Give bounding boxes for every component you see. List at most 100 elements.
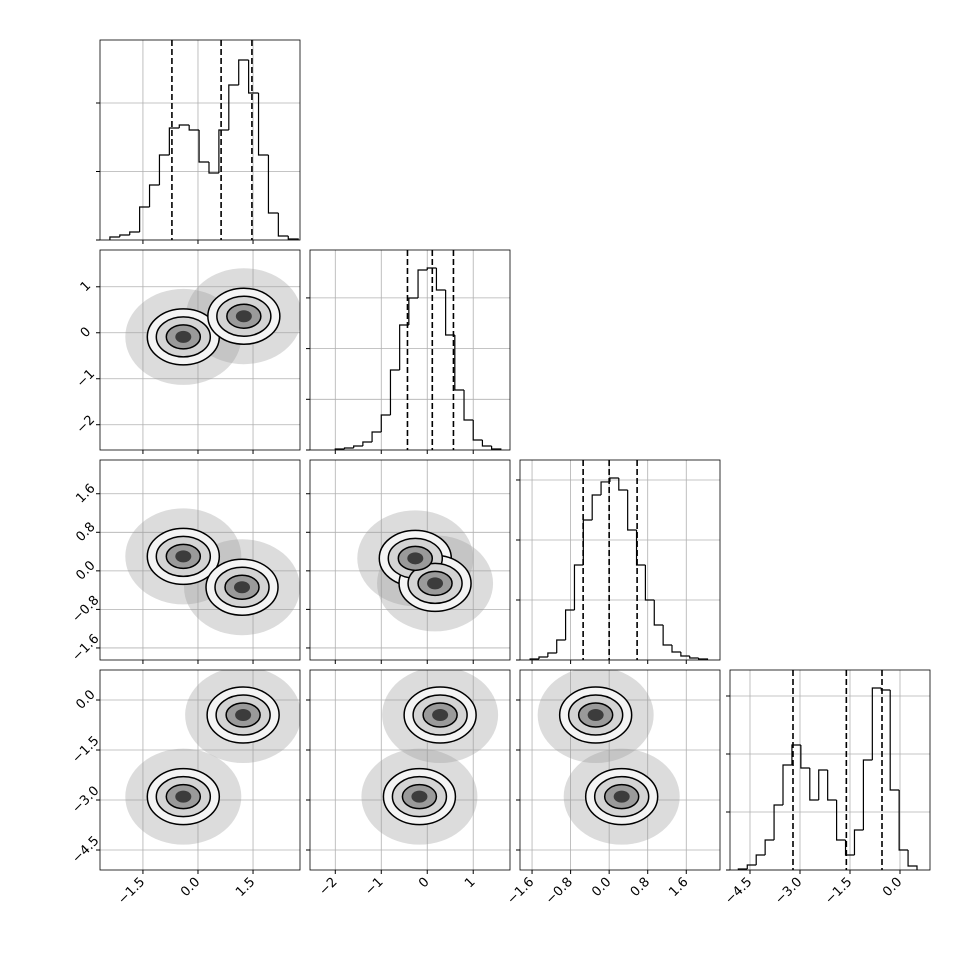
x-tick-label: −1.6 xyxy=(504,875,537,908)
histogram-step xyxy=(818,769,828,800)
x-tick-label: 1 xyxy=(462,875,478,891)
histogram-step xyxy=(362,441,373,446)
histogram-step xyxy=(898,790,909,851)
x-tick-label: 0.0 xyxy=(880,875,905,900)
panel-frame xyxy=(309,669,511,871)
histogram-step xyxy=(791,744,801,766)
x-tick-label: −4.5 xyxy=(722,875,755,908)
density-contour xyxy=(613,790,630,803)
histogram-step xyxy=(836,799,846,841)
histogram-step xyxy=(755,854,766,866)
panel-content xyxy=(361,670,499,845)
panel-content xyxy=(125,508,300,636)
y-tick-label: 1 xyxy=(78,279,94,295)
histogram-step xyxy=(800,745,810,769)
histogram-step xyxy=(827,770,837,801)
y-tick-label: 0.0 xyxy=(73,687,98,712)
histogram-step xyxy=(644,565,655,601)
histogram-step xyxy=(680,652,690,657)
histogram-step xyxy=(773,804,783,841)
x-tick-label: −0.8 xyxy=(543,875,576,908)
histogram-step xyxy=(618,478,628,491)
histogram-step xyxy=(188,125,200,131)
histogram-step xyxy=(380,414,391,433)
x-tick-label: 0.0 xyxy=(589,875,614,900)
density-contour xyxy=(235,310,252,323)
histogram-step xyxy=(556,639,566,653)
histogram-step xyxy=(257,93,269,156)
histogram-step xyxy=(538,656,548,659)
histogram-step xyxy=(463,390,474,421)
histogram-step xyxy=(208,161,219,174)
panel-content xyxy=(357,510,494,632)
x-tick-label: 0 xyxy=(416,875,432,891)
histogram-step xyxy=(408,297,419,325)
panel-content xyxy=(537,670,680,845)
histogram-step xyxy=(371,431,382,442)
panel-frame xyxy=(309,249,511,451)
histogram-step xyxy=(353,445,363,449)
histogram-step xyxy=(782,764,792,805)
histogram-step xyxy=(853,829,864,855)
histogram-step xyxy=(889,690,900,791)
y-tick-label: 0.0 xyxy=(73,558,98,583)
panel-frame xyxy=(309,459,511,661)
histogram-step xyxy=(907,849,918,870)
histogram-step xyxy=(277,213,289,237)
histogram-step xyxy=(168,127,180,155)
histogram-step xyxy=(238,59,249,85)
histogram-step xyxy=(600,481,610,495)
density-contour xyxy=(175,330,192,343)
histogram-step xyxy=(698,658,709,660)
y-tick-label: 0 xyxy=(78,325,94,341)
histogram-step xyxy=(764,839,775,855)
histogram-step xyxy=(809,767,819,801)
histogram-step xyxy=(746,864,757,870)
histogram-step xyxy=(871,687,882,760)
density-contour xyxy=(175,790,192,803)
histogram-step xyxy=(389,369,400,416)
histogram-step xyxy=(399,324,409,370)
histogram-step xyxy=(343,447,354,449)
x-tick-label: 0.8 xyxy=(628,875,653,900)
density-contour xyxy=(235,709,252,721)
x-tick-label: −1 xyxy=(362,875,386,899)
histogram-step xyxy=(454,335,465,391)
density-contour xyxy=(432,709,449,721)
x-tick-label: 0.0 xyxy=(178,875,203,900)
histogram-step xyxy=(228,84,239,130)
histogram-step xyxy=(119,234,130,237)
histogram-step xyxy=(472,419,483,441)
panel-frame xyxy=(99,669,301,871)
density-contour xyxy=(234,581,251,594)
x-tick-label: −1.5 xyxy=(822,875,855,908)
histogram-step xyxy=(591,494,602,521)
histogram-step xyxy=(248,60,259,94)
y-tick-label: −1 xyxy=(74,367,98,391)
histogram-step xyxy=(129,231,140,235)
histogram-step xyxy=(445,290,455,336)
density-contour xyxy=(407,552,424,565)
y-tick-label: 0.8 xyxy=(73,520,98,545)
density-contour xyxy=(427,577,444,590)
histogram-step xyxy=(481,440,492,447)
histogram-step xyxy=(417,269,428,299)
histogram-step xyxy=(198,130,209,163)
density-contour xyxy=(587,709,604,721)
density-contour xyxy=(411,790,428,803)
panel-frame xyxy=(519,669,721,871)
panel-content xyxy=(125,670,300,845)
histogram-step xyxy=(287,236,299,240)
panel-frame xyxy=(99,249,301,451)
histogram-step xyxy=(671,644,681,653)
histogram-step xyxy=(158,154,170,185)
panel-frame xyxy=(729,669,931,871)
histogram-step xyxy=(582,519,593,566)
histogram-step xyxy=(564,609,575,641)
histogram-step xyxy=(435,267,446,291)
histogram-step xyxy=(426,267,437,271)
histogram-step xyxy=(627,490,637,531)
density-contour xyxy=(175,550,192,563)
x-tick-label: −2 xyxy=(316,875,340,899)
